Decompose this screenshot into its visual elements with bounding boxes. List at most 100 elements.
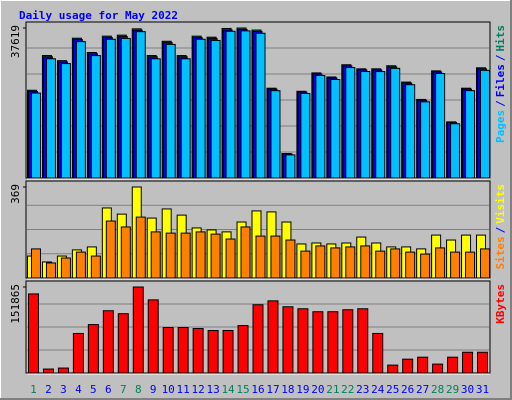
x-tick-label: 27 xyxy=(416,383,429,396)
bar xyxy=(432,363,444,374)
bar xyxy=(30,92,41,179)
x-tick-label: 2 xyxy=(45,383,52,396)
bar xyxy=(45,58,56,179)
legend-entry: Sites xyxy=(494,236,507,269)
bar xyxy=(435,247,446,279)
bar xyxy=(237,325,249,374)
bar xyxy=(420,253,431,279)
bar xyxy=(255,32,266,179)
bar xyxy=(102,310,114,374)
bar xyxy=(387,364,399,374)
bar xyxy=(60,257,71,279)
legend-entry: Files xyxy=(494,64,507,97)
bar xyxy=(252,304,264,374)
bar xyxy=(450,251,461,279)
bar xyxy=(300,92,311,179)
x-tick-label: 19 xyxy=(296,383,309,396)
bar xyxy=(450,123,461,179)
x-tick-label: 24 xyxy=(371,383,385,396)
bar xyxy=(462,351,474,374)
bar xyxy=(285,154,296,179)
bar xyxy=(267,300,279,374)
bar xyxy=(315,245,326,279)
x-tick-label: 3 xyxy=(60,383,67,396)
x-tick-label: 30 xyxy=(461,383,474,396)
bar xyxy=(330,79,341,179)
bar xyxy=(477,351,489,374)
bar xyxy=(195,38,206,179)
bar xyxy=(90,255,101,279)
bar xyxy=(165,232,176,279)
bar xyxy=(282,306,294,374)
bar xyxy=(357,308,369,374)
y-tick-label: 37619 xyxy=(9,25,22,58)
bar xyxy=(327,311,339,374)
legend-separator: / xyxy=(494,100,507,107)
legend: Pages / Files / Hits xyxy=(494,25,507,143)
bar xyxy=(480,248,491,279)
x-tick-label: 23 xyxy=(356,383,369,396)
x-tick-label: 25 xyxy=(386,383,399,396)
bar xyxy=(42,368,54,374)
bar xyxy=(240,226,251,279)
bar xyxy=(180,58,191,179)
bar xyxy=(345,67,356,179)
bar xyxy=(360,71,371,179)
bar xyxy=(195,231,206,279)
y-tick-label: 151865 xyxy=(9,284,22,324)
x-tick-label: 12 xyxy=(192,383,205,396)
bar xyxy=(375,71,386,179)
bar xyxy=(225,238,236,279)
x-tick-label: 18 xyxy=(281,383,294,396)
legend-entry: Pages xyxy=(494,110,507,143)
chart-title: Daily usage for May 2022 xyxy=(19,9,178,22)
legend-entry: Visits xyxy=(494,184,507,224)
bar xyxy=(420,101,431,179)
bar xyxy=(375,250,386,279)
x-tick-label: 22 xyxy=(341,383,354,396)
legend-entry: KBytes xyxy=(494,284,507,324)
bar xyxy=(162,327,174,374)
bar xyxy=(210,233,221,279)
bar xyxy=(210,39,221,179)
bar xyxy=(390,248,401,279)
bar xyxy=(342,309,354,374)
bar xyxy=(177,327,189,374)
bar xyxy=(192,328,204,374)
legend-separator: / xyxy=(494,54,507,61)
bar xyxy=(87,324,99,374)
bar xyxy=(360,245,371,279)
bar xyxy=(312,311,324,374)
bar xyxy=(240,30,251,179)
bar xyxy=(207,329,219,374)
bar xyxy=(225,30,236,179)
bar xyxy=(72,332,84,374)
bar xyxy=(297,308,309,374)
bar xyxy=(330,247,341,279)
bar xyxy=(30,248,41,279)
bar xyxy=(45,262,56,279)
bar xyxy=(180,232,191,279)
bar xyxy=(285,239,296,279)
bar xyxy=(75,251,86,279)
bar xyxy=(402,358,414,374)
bar xyxy=(150,58,161,179)
bar xyxy=(270,90,281,179)
bar xyxy=(147,299,159,374)
bar xyxy=(165,43,176,179)
x-tick-label: 14 xyxy=(221,383,235,396)
x-tick-label: 4 xyxy=(75,383,82,396)
bar xyxy=(480,69,491,179)
bar xyxy=(447,356,459,374)
bar xyxy=(417,356,429,374)
bar xyxy=(105,220,116,279)
bar xyxy=(345,246,356,279)
x-tick-label: 29 xyxy=(446,383,459,396)
x-tick-label: 31 xyxy=(476,383,489,396)
bar xyxy=(390,67,401,179)
x-tick-label: 7 xyxy=(120,383,127,396)
bar xyxy=(150,231,161,279)
legend: Sites / Visits xyxy=(494,184,507,270)
x-tick-label: 20 xyxy=(311,383,324,396)
